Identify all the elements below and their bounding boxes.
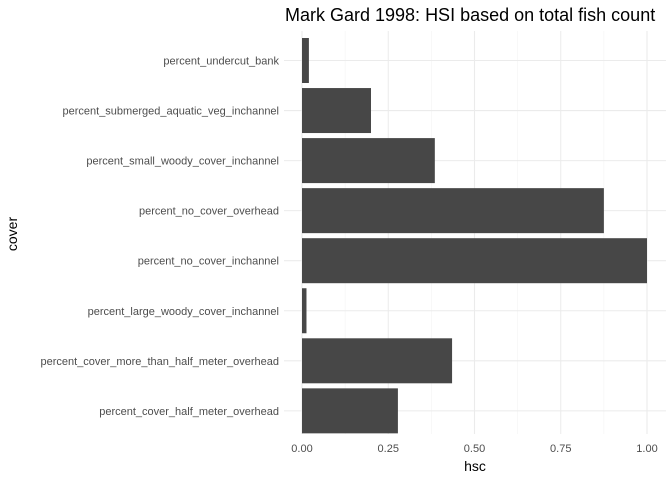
y-tick-label: percent_no_cover_inchannel xyxy=(138,256,279,268)
bar-percent-no-cover-overhead xyxy=(302,188,604,234)
x-tick-label: 0.50 xyxy=(464,443,485,455)
y-tick-label: percent_no_cover_overhead xyxy=(139,206,279,218)
chart-title: Mark Gard 1998: HSI based on total fish … xyxy=(285,5,655,25)
y-tick-label: percent_small_woody_cover_inchannel xyxy=(86,156,279,168)
bar-percent-large-woody-cover-inchannel xyxy=(302,288,307,334)
y-axis-title: cover xyxy=(4,217,20,252)
bar-percent-undercut-bank xyxy=(302,38,309,83)
x-tick-label: 1.00 xyxy=(636,443,657,455)
x-tick-label: 0.75 xyxy=(550,443,571,455)
y-tick-label: percent_undercut_bank xyxy=(163,56,279,68)
bar-percent-cover-more-than-half-meter-overhead xyxy=(302,338,453,384)
y-tick-label: percent_cover_more_than_half_meter_overh… xyxy=(41,356,280,368)
bar-percent-no-cover-inchannel xyxy=(302,238,647,284)
bar-percent-submerged-aquatic-veg-inchannel xyxy=(302,88,371,134)
x-tick-label: 0.25 xyxy=(378,443,399,455)
y-tick-labels: percent_undercut_bank percent_submerged_a… xyxy=(41,56,280,418)
bar-percent-small-woody-cover-inchannel xyxy=(302,138,435,184)
y-tick-label: percent_submerged_aquatic_veg_inchannel xyxy=(63,106,280,118)
x-tick-label: 0.00 xyxy=(291,443,312,455)
x-tick-labels: 0.00 0.25 0.50 0.75 1.00 xyxy=(291,443,657,455)
y-tick-label: percent_large_woody_cover_inchannel xyxy=(88,306,279,318)
y-tick-label: percent_cover_half_meter_overhead xyxy=(99,406,279,418)
x-axis-title: hsc xyxy=(464,458,486,474)
bar-percent-cover-half-meter-overhead xyxy=(302,388,398,434)
bars xyxy=(302,38,647,434)
